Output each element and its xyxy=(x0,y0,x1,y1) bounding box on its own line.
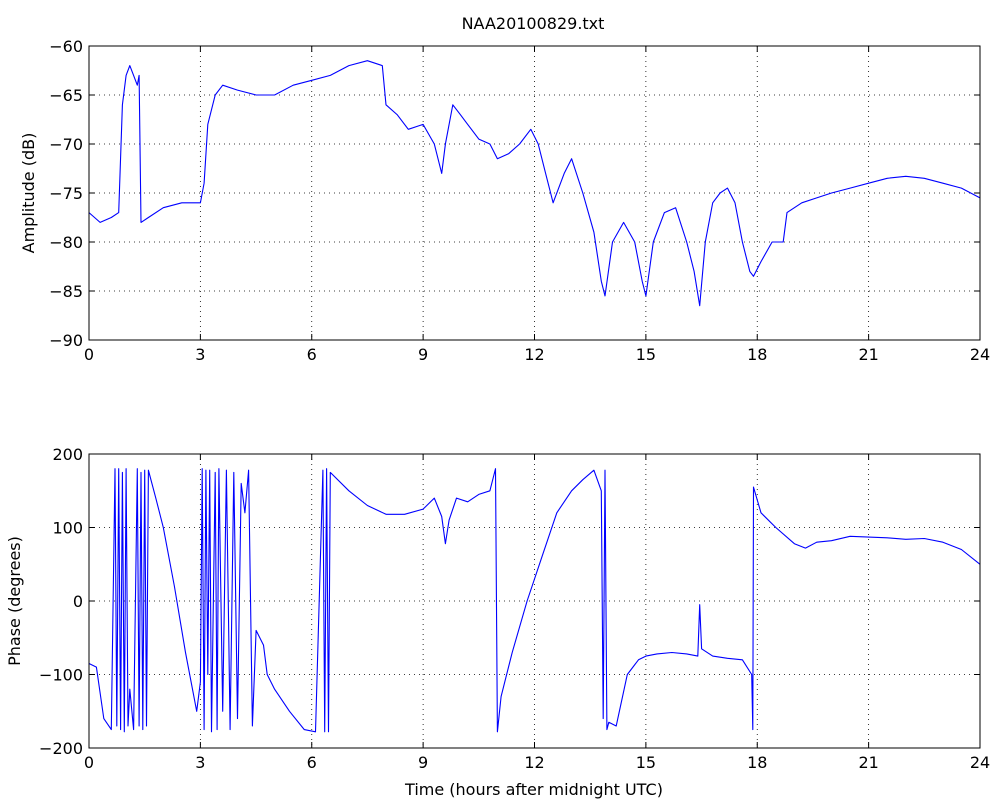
phase-x-tick-label: 15 xyxy=(636,753,656,772)
amplitude-y-tick-label: −75 xyxy=(49,184,83,203)
phase-gridlines xyxy=(89,454,980,748)
phase-x-tick-label: 0 xyxy=(84,753,94,772)
amplitude-y-tick-label: −90 xyxy=(49,331,83,350)
amplitude-y-tick-label: −85 xyxy=(49,282,83,301)
phase-series xyxy=(88,468,981,733)
amplitude-plot: 0 3 6 9 12 15 18 21 24 −60 −65 −70 −75 −80 −85 −90 Ampl… xyxy=(19,37,990,364)
phase-x-tick-label: 24 xyxy=(970,753,990,772)
amplitude-x-tick-label: 3 xyxy=(195,345,205,364)
amplitude-series xyxy=(88,60,981,307)
amplitude-plot-border xyxy=(88,45,981,341)
amplitude-x-tick-label: 6 xyxy=(307,345,317,364)
phase-x-tick-label: 3 xyxy=(195,753,205,772)
amplitude-y-tick-label: −80 xyxy=(49,233,83,252)
amplitude-x-tick-label: 0 xyxy=(84,345,94,364)
x-axis-label: Time (hours after midnight UTC) xyxy=(404,780,663,799)
amplitude-x-tick-label: 18 xyxy=(747,345,767,364)
phase-x-tick-label: 21 xyxy=(858,753,878,772)
phase-y-tick-label: −100 xyxy=(39,666,83,685)
phase-series-line xyxy=(88,468,981,733)
amplitude-x-tick-label: 21 xyxy=(858,345,878,364)
phase-y-tick-label: 200 xyxy=(52,445,83,464)
phase-x-tick-label: 12 xyxy=(524,753,544,772)
chart-title: NAA20100829.txt xyxy=(462,14,605,33)
phase-y-tick-label: 0 xyxy=(73,592,83,611)
amplitude-y-tick-label: −70 xyxy=(49,135,83,154)
amplitude-series-line xyxy=(88,60,981,307)
amplitude-x-tick-label: 12 xyxy=(524,345,544,364)
phase-plot: 0 3 6 9 12 15 18 21 24 200 100 0 −100 −200 Phase (deg… xyxy=(5,445,990,799)
phase-plot-border xyxy=(88,453,981,749)
phase-y-tick-label: 100 xyxy=(52,519,83,538)
amplitude-x-tick-label: 24 xyxy=(970,345,990,364)
phase-x-tick-label: 6 xyxy=(307,753,317,772)
amplitude-y-axis-label: Amplitude (dB) xyxy=(19,133,38,254)
amplitude-y-tick-label: −65 xyxy=(49,86,83,105)
amplitude-gridlines xyxy=(89,46,980,340)
amplitude-x-tick-label: 15 xyxy=(636,345,656,364)
phase-x-tick-label: 9 xyxy=(418,753,428,772)
phase-y-tick-label: −200 xyxy=(39,739,83,758)
phase-y-axis-label: Phase (degrees) xyxy=(5,536,24,666)
amplitude-y-tick-label: −60 xyxy=(49,37,83,56)
phase-tick-labels: 0 3 6 9 12 15 18 21 24 200 100 0 −100 −200 xyxy=(39,445,990,772)
amplitude-tick-labels: 0 3 6 9 12 15 18 21 24 −60 −65 −70 −75 −80 −85 −90 xyxy=(49,37,990,364)
phase-x-tick-label: 18 xyxy=(747,753,767,772)
amplitude-x-tick-label: 9 xyxy=(418,345,428,364)
